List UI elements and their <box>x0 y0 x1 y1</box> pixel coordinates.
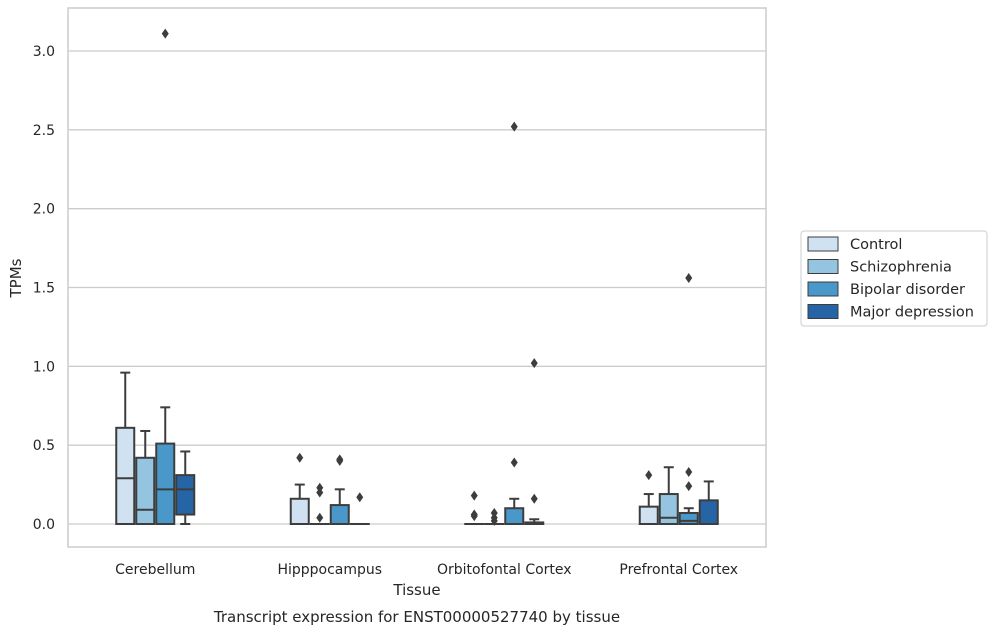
outlier-point <box>470 490 478 501</box>
box-0-2 <box>464 490 485 526</box>
y-tick-label: 2.0 <box>33 202 55 218</box>
box-2-0 <box>155 28 176 525</box>
outlier-point <box>316 487 324 498</box>
box-1-2 <box>484 507 505 526</box>
outlier-point <box>530 493 538 504</box>
box-body <box>698 499 719 526</box>
box-3-1 <box>349 492 370 526</box>
box-3-2 <box>524 358 545 526</box>
legend-swatch <box>807 236 839 252</box>
outlier-point <box>161 28 169 39</box>
x-tick-labels: Cerebellum Hipppocampus Orbitofontal Corte… <box>115 562 738 578</box>
box-body <box>175 474 196 516</box>
outlier-point <box>530 358 538 369</box>
box-0-1 <box>289 452 310 526</box>
box-0-3 <box>638 470 659 526</box>
box-1-1 <box>309 482 330 526</box>
legend-swatch <box>807 259 839 274</box>
y-tick-label: 0.5 <box>33 438 55 454</box>
box-body <box>638 505 659 526</box>
gridlines <box>68 50 766 525</box>
box-3-0 <box>175 450 196 525</box>
box-3-3 <box>698 480 719 526</box>
y-tick-label: 1.0 <box>33 359 55 375</box>
box-body <box>658 493 679 526</box>
outlier-point <box>510 121 518 132</box>
plot-area <box>67 7 767 548</box>
box-body <box>155 442 176 525</box>
y-tick-label: 0.0 <box>33 517 55 533</box>
outlier-point <box>685 466 693 477</box>
legend-frame <box>800 230 988 327</box>
outlier-point <box>685 481 693 492</box>
outlier-point <box>645 470 653 481</box>
box-2-1 <box>329 454 350 525</box>
y-tick-labels: 0.0 0.5 1.0 1.5 2.0 2.5 3.0 <box>33 44 55 533</box>
outlier-point <box>510 457 518 468</box>
y-axis-label: TPMs <box>7 258 25 298</box>
legend-label: Bipolar disorder <box>850 282 965 298</box>
legend-label: Major depression <box>850 305 974 321</box>
outlier-point <box>685 273 693 284</box>
box-body <box>115 426 136 525</box>
x-tick-label: Cerebellum <box>115 562 195 578</box>
legend-label: Schizophrenia <box>850 260 952 276</box>
outlier-point <box>470 511 478 522</box>
box-2-2 <box>504 121 525 526</box>
outlier-point <box>336 455 344 466</box>
box-body <box>504 507 525 526</box>
x-tick-label: Hipppocampus <box>277 562 382 578</box>
chart-caption: Transcript expression for ENST0000052774… <box>213 608 620 626</box>
outlier-point <box>296 452 304 463</box>
x-axis-label: Tissue <box>392 581 440 599</box>
y-tick-label: 1.5 <box>33 281 55 297</box>
legend-label: Control <box>850 237 902 253</box>
x-tick-label: Prefrontal Cortex <box>619 562 738 578</box>
box-body <box>135 456 156 525</box>
x-tick-label: Orbitofontal Cortex <box>437 562 572 578</box>
legend-swatch <box>807 304 839 319</box>
y-tick-label: 2.5 <box>33 123 55 139</box>
y-tick-label: 3.0 <box>33 44 55 60</box>
box-plots <box>115 28 719 526</box>
box-0-0 <box>115 371 136 525</box>
box-body <box>329 504 350 525</box>
legend-swatch <box>807 281 839 297</box>
box-body <box>678 511 699 525</box>
box-2-3 <box>678 273 699 525</box>
outlier-point <box>356 492 364 503</box>
box-1-3 <box>658 466 679 526</box>
outlier-point <box>490 515 498 526</box>
legend: Control Schizophrenia Bipolar disorder Majo… <box>800 230 988 327</box>
outlier-point <box>316 512 324 523</box>
box-body <box>289 497 310 526</box>
box-1-0 <box>135 429 156 525</box>
